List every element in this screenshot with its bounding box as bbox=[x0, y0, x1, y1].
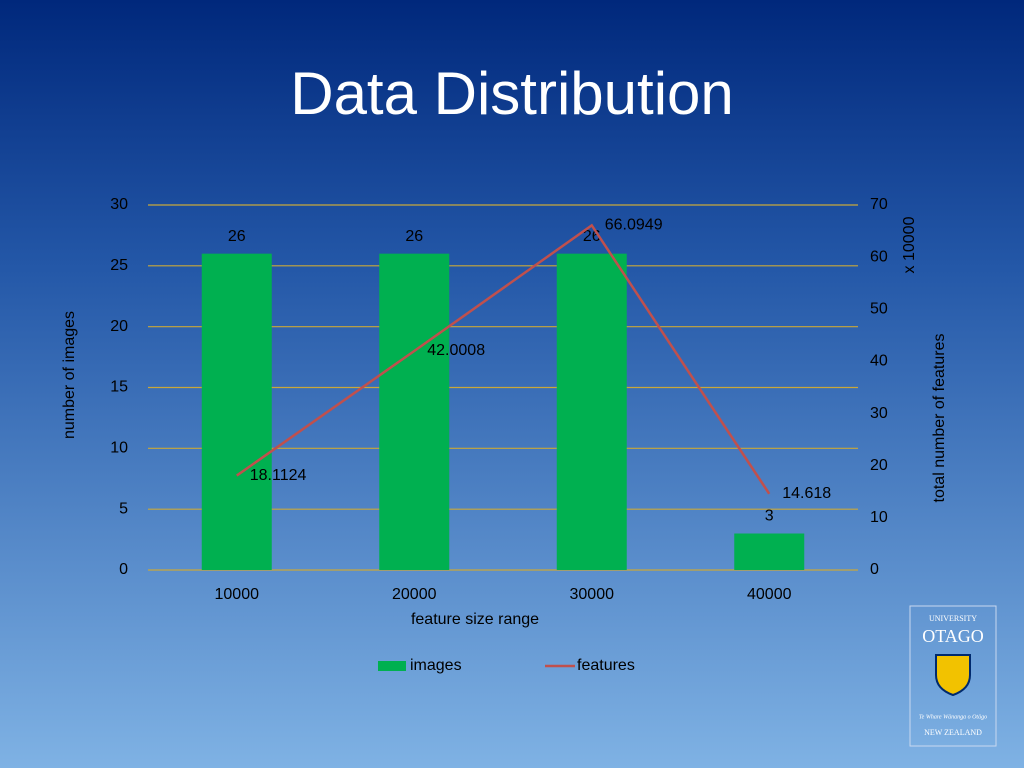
y2-multiplier: x 10000 bbox=[901, 216, 918, 273]
y2-tick-label: 0 bbox=[870, 561, 879, 578]
x-axis-title: feature size range bbox=[411, 611, 539, 628]
data-label: 3 bbox=[765, 508, 774, 525]
data-label: 14.618 bbox=[782, 485, 831, 502]
y2-tick-label: 70 bbox=[870, 196, 888, 213]
x-tick-label: 30000 bbox=[570, 586, 615, 603]
y-tick-label: 15 bbox=[110, 379, 128, 396]
logo-text: OTAGO bbox=[922, 626, 984, 646]
legend-label: features bbox=[577, 657, 635, 674]
logo: UNIVERSITY OTAGO Te Whare Wānanga o Otāg… bbox=[909, 605, 997, 747]
legend-swatch bbox=[378, 661, 406, 671]
y-tick-label: 30 bbox=[110, 196, 128, 213]
y-tick-label: 25 bbox=[110, 257, 128, 274]
y-tick-label: 5 bbox=[119, 500, 128, 517]
y2-tick-label: 50 bbox=[870, 301, 888, 318]
y2-tick-label: 20 bbox=[870, 457, 888, 474]
logo-text: NEW ZEALAND bbox=[924, 728, 982, 737]
logo-frame bbox=[909, 605, 997, 747]
y2-tick-label: 40 bbox=[870, 353, 888, 370]
logo-text: UNIVERSITY bbox=[929, 614, 977, 623]
bar bbox=[556, 253, 627, 570]
legend-label: images bbox=[410, 657, 462, 674]
data-label: 26 bbox=[405, 228, 423, 245]
y-tick-label: 0 bbox=[119, 561, 128, 578]
data-label: 18.1124 bbox=[250, 467, 307, 484]
y2-tick-label: 30 bbox=[870, 405, 888, 422]
line bbox=[236, 223, 771, 495]
y-axis-title: number of images bbox=[61, 311, 78, 439]
bar bbox=[734, 533, 805, 570]
data-label: 66.0949 bbox=[605, 217, 663, 234]
logo-shield bbox=[935, 654, 971, 697]
x-tick-label: 20000 bbox=[392, 586, 437, 603]
bar bbox=[379, 253, 450, 570]
y-tick-label: 10 bbox=[110, 440, 128, 457]
x-tick-label: 10000 bbox=[215, 586, 260, 603]
y-tick-label: 20 bbox=[110, 318, 128, 335]
chart-title: Data Distribution bbox=[290, 60, 734, 127]
y2-tick-label: 10 bbox=[870, 509, 888, 526]
y2-axis-title: total number of features bbox=[931, 334, 948, 503]
logo-text: Te Whare Wānanga o Otāgo bbox=[919, 714, 987, 720]
bar bbox=[201, 253, 272, 570]
x-tick-label: 40000 bbox=[747, 586, 792, 603]
data-label: 26 bbox=[228, 228, 246, 245]
data-label: 42.0008 bbox=[427, 342, 485, 359]
y2-tick-label: 60 bbox=[870, 248, 888, 265]
